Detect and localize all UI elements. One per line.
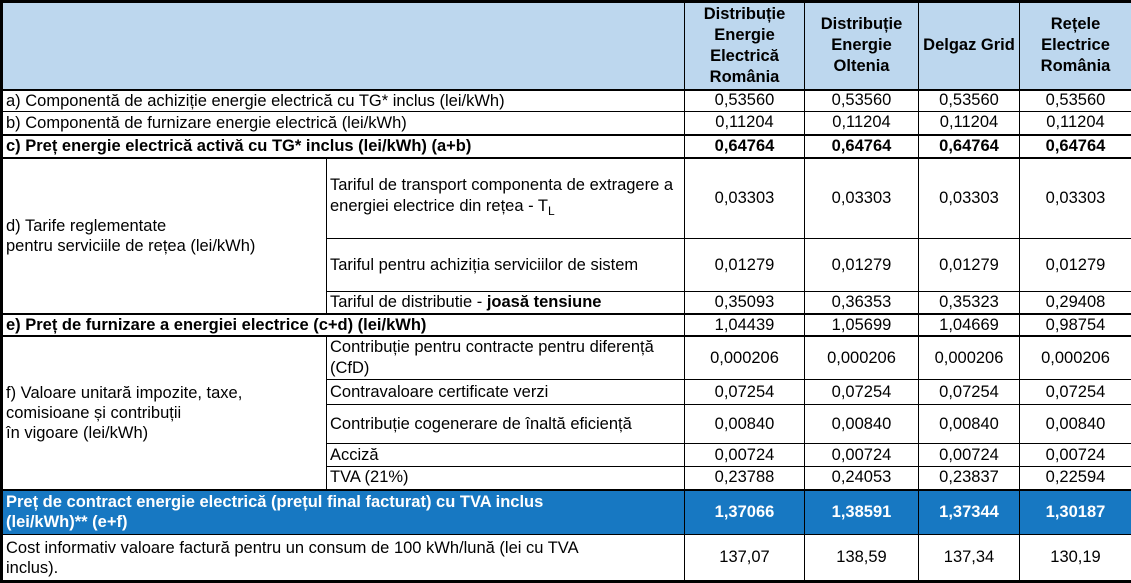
row-e-value: 0,98754 xyxy=(1020,314,1131,336)
row-total-value: 1,38591 xyxy=(805,490,919,535)
header-company-distributie-energie-oltenia: Distribuție Energie Oltenia xyxy=(805,2,919,90)
row-d-transport: d) Tarife reglementate pentru serviciile… xyxy=(2,158,1131,239)
row-d-transport-label: Tariful de transport componenta de extra… xyxy=(327,158,685,239)
row-f-certificate-verzi-value: 0,07254 xyxy=(919,380,1020,405)
row-a-value: 0,53560 xyxy=(1020,90,1131,112)
row-f-certificate-verzi-value: 0,07254 xyxy=(1020,380,1131,405)
row-e-value: 1,05699 xyxy=(805,314,919,336)
row-d-transport-value: 0,03303 xyxy=(805,158,919,239)
row-total-value: 1,30187 xyxy=(1020,490,1131,535)
section-f-label: f) Valoare unitară impozite, taxe, comis… xyxy=(2,336,327,490)
row-f-cfd: f) Valoare unitară impozite, taxe, comis… xyxy=(2,336,1131,380)
row-d-transport-value: 0,03303 xyxy=(919,158,1020,239)
row-d-transport-value: 0,03303 xyxy=(685,158,805,239)
row-c-label: c) Preț energie electrică activă cu TG* … xyxy=(2,135,685,158)
row-c: c) Preț energie electrică activă cu TG* … xyxy=(2,135,1131,158)
row-c-value: 0,64764 xyxy=(685,135,805,158)
row-total-value: 1,37066 xyxy=(685,490,805,535)
row-cost-informativ-value: 130,19 xyxy=(1020,535,1131,582)
row-d-transport-value: 0,03303 xyxy=(1020,158,1131,239)
row-d-servicii-sistem-value: 0,01279 xyxy=(685,239,805,292)
row-d-distributie-value: 0,35323 xyxy=(919,292,1020,315)
row-b-value: 0,11204 xyxy=(1020,112,1131,135)
row-c-value: 0,64764 xyxy=(919,135,1020,158)
row-f-cfd-value: 0,000206 xyxy=(1020,336,1131,380)
row-f-acciza-value: 0,00724 xyxy=(1020,444,1131,467)
row-total-label: Preț de contract energie electrică (preț… xyxy=(2,490,685,535)
row-a-label: a) Componentă de achiziție energie elect… xyxy=(2,90,685,112)
row-d-distributie-bold-text: joasă tensiune xyxy=(487,293,602,311)
row-f-tva-value: 0,23837 xyxy=(919,467,1020,490)
row-f-tva-label: TVA (21%) xyxy=(327,467,685,490)
row-d-distributie-value: 0,29408 xyxy=(1020,292,1131,315)
row-f-certificate-verzi-value: 0,07254 xyxy=(685,380,805,405)
row-e-value: 1,04439 xyxy=(685,314,805,336)
row-b-value: 0,11204 xyxy=(919,112,1020,135)
row-e-value: 1,04669 xyxy=(919,314,1020,336)
row-total-contract-price: Preț de contract energie electrică (preț… xyxy=(2,490,1131,535)
row-f-acciza-label: Acciză xyxy=(327,444,685,467)
header-company-distributie-energie-electrica-romania: Distribuție Energie Electrică România xyxy=(685,2,805,90)
row-cost-informativ-label: Cost informativ valoare factură pentru u… xyxy=(2,535,685,582)
row-b-label: b) Componentă de furnizare energie elect… xyxy=(2,112,685,135)
row-f-cogenerare-value: 0,00840 xyxy=(1020,405,1131,444)
header-company-retele-electrice-romania: Rețele Electrice România xyxy=(1020,2,1131,90)
row-f-tva-value: 0,24053 xyxy=(805,467,919,490)
row-d-transport-text: Tariful de transport componenta de extra… xyxy=(330,176,673,215)
row-a-value: 0,53560 xyxy=(805,90,919,112)
row-a: a) Componentă de achiziție energie elect… xyxy=(2,90,1131,112)
row-d-servicii-sistem-label: Tariful pentru achiziția serviciilor de … xyxy=(327,239,685,292)
row-b-value: 0,11204 xyxy=(685,112,805,135)
header-company-delgaz-grid: Delgaz Grid xyxy=(919,2,1020,90)
row-f-acciza-value: 0,00724 xyxy=(805,444,919,467)
row-f-acciza-value: 0,00724 xyxy=(919,444,1020,467)
row-e-label: e) Preț de furnizare a energiei electric… xyxy=(2,314,685,336)
row-c-value: 0,64764 xyxy=(1020,135,1131,158)
row-f-acciza-value: 0,00724 xyxy=(685,444,805,467)
row-cost-informativ-value: 137,07 xyxy=(685,535,805,582)
row-d-distributie-text: Tariful de distributie - xyxy=(330,293,487,311)
row-a-value: 0,53560 xyxy=(919,90,1020,112)
row-d-servicii-sistem-value: 0,01279 xyxy=(919,239,1020,292)
row-f-cogenerare-label: Contribuție cogenerare de înaltă eficien… xyxy=(327,405,685,444)
row-cost-informativ: Cost informativ valoare factură pentru u… xyxy=(2,535,1131,582)
row-f-tva-value: 0,22594 xyxy=(1020,467,1131,490)
header-row: Distribuție Energie Electrică România Di… xyxy=(2,2,1131,90)
row-e: e) Preț de furnizare a energiei electric… xyxy=(2,314,1131,336)
row-f-cfd-value: 0,000206 xyxy=(685,336,805,380)
row-f-certificate-verzi-value: 0,07254 xyxy=(805,380,919,405)
row-f-cogenerare-value: 0,00840 xyxy=(919,405,1020,444)
row-d-distributie-value: 0,36353 xyxy=(805,292,919,315)
header-corner-cell xyxy=(2,2,685,90)
row-f-cfd-value: 0,000206 xyxy=(919,336,1020,380)
row-f-cfd-label: Contribuție pentru contracte pentru dife… xyxy=(327,336,685,380)
subscript-L: L xyxy=(548,204,555,218)
row-f-cogenerare-value: 0,00840 xyxy=(805,405,919,444)
section-d-label: d) Tarife reglementate pentru serviciile… xyxy=(2,158,327,315)
row-f-cogenerare-value: 0,00840 xyxy=(685,405,805,444)
row-f-cfd-value: 0,000206 xyxy=(805,336,919,380)
row-b-value: 0,11204 xyxy=(805,112,919,135)
row-f-certificate-verzi-label: Contravaloare certificate verzi xyxy=(327,380,685,405)
row-cost-informativ-value: 137,34 xyxy=(919,535,1020,582)
row-d-servicii-sistem-value: 0,01279 xyxy=(805,239,919,292)
row-d-distributie-label: Tariful de distributie - joasă tensiune xyxy=(327,292,685,315)
row-total-value: 1,37344 xyxy=(919,490,1020,535)
row-f-tva-value: 0,23788 xyxy=(685,467,805,490)
row-d-servicii-sistem-value: 0,01279 xyxy=(1020,239,1131,292)
row-cost-informativ-value: 138,59 xyxy=(805,535,919,582)
row-d-distributie-value: 0,35093 xyxy=(685,292,805,315)
row-a-value: 0,53560 xyxy=(685,90,805,112)
row-b: b) Componentă de furnizare energie elect… xyxy=(2,112,1131,135)
row-c-value: 0,64764 xyxy=(805,135,919,158)
